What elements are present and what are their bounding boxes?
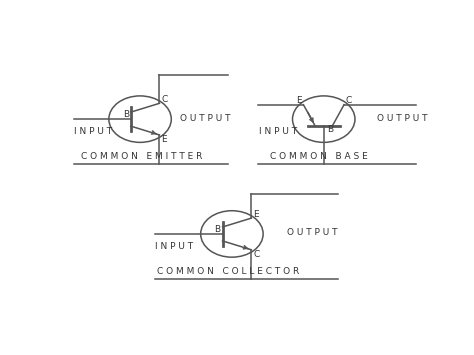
Text: C O M M O N   C O L L E C T O R: C O M M O N C O L L E C T O R	[156, 267, 299, 275]
Text: O U T P U T: O U T P U T	[181, 114, 231, 122]
Text: B: B	[215, 225, 221, 234]
Text: C: C	[253, 250, 259, 258]
Text: C O M M O N   B A S E: C O M M O N B A S E	[271, 152, 368, 161]
Text: C: C	[161, 95, 167, 104]
Text: I N P U T: I N P U T	[155, 242, 193, 251]
Text: E: E	[296, 96, 301, 105]
Text: E: E	[161, 135, 167, 144]
Text: C: C	[346, 96, 352, 105]
Text: I N P U T: I N P U T	[74, 127, 112, 136]
Text: O U T P U T: O U T P U T	[377, 114, 428, 122]
Text: O U T P U T: O U T P U T	[287, 228, 337, 237]
Text: B: B	[123, 110, 129, 119]
Text: E: E	[253, 210, 259, 219]
Text: I N P U T: I N P U T	[259, 127, 298, 136]
Text: B: B	[327, 125, 333, 135]
Text: C O M M O N   E M I T T E R: C O M M O N E M I T T E R	[82, 152, 203, 161]
